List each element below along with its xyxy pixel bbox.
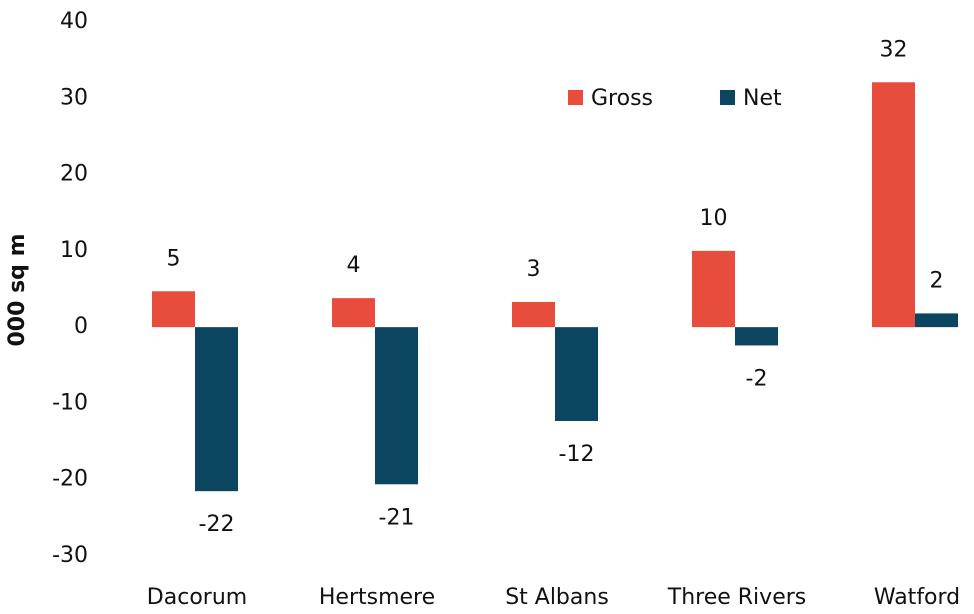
x-tick-label: St Albans [505,585,609,610]
data-label: 5 [167,246,181,271]
y-tick-label: -30 [52,543,88,568]
y-tick-label: 20 [60,162,88,187]
legend-label: Net [743,86,782,111]
x-tick-label: Watford [874,585,960,610]
y-tick-label: -20 [52,467,88,492]
bar [512,301,555,328]
bar [915,313,958,328]
y-tick-label: 10 [60,238,88,263]
data-label: 10 [700,206,728,231]
y-tick-label: 30 [60,85,88,110]
data-label: -12 [559,442,595,467]
data-label: 3 [527,257,541,282]
bar [195,327,238,492]
bar [152,291,195,328]
data-label: -22 [199,512,235,537]
bar [692,250,735,328]
bar [555,327,598,421]
data-label: 4 [347,253,361,278]
data-label: -2 [746,366,768,391]
y-axis-title: 000 sq m [5,233,30,346]
y-tick-label: -10 [52,390,88,415]
x-tick-label: Dacorum [147,585,247,610]
legend-label: Gross [591,86,653,111]
x-tick-label: Hertsmere [319,585,435,610]
legend-swatch [720,90,735,105]
y-tick-label: 0 [74,314,88,339]
data-label: 2 [930,268,944,293]
bar [375,327,418,485]
x-tick-label: Three Rivers [667,585,806,610]
bar [872,82,915,328]
data-label: 32 [880,37,908,62]
bar [735,327,778,346]
data-label: -21 [379,505,415,530]
bar [332,298,375,328]
y-tick-label: 40 [60,9,88,34]
legend-swatch [568,90,583,105]
